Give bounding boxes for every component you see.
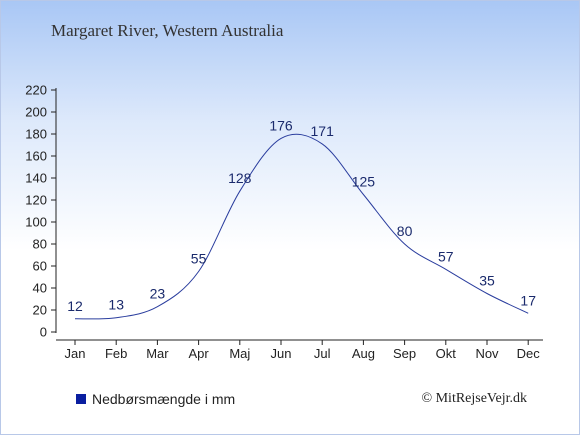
chart-title: Margaret River, Western Australia — [51, 21, 284, 40]
x-tick-label: Sep — [393, 346, 416, 361]
x-tick-label: Feb — [105, 346, 127, 361]
y-tick-label: 180 — [25, 127, 47, 142]
y-tick-label: 220 — [25, 83, 47, 98]
legend-swatch — [76, 394, 86, 404]
data-label: 13 — [108, 297, 124, 313]
y-tick-label: 20 — [33, 303, 47, 318]
y-tick-label: 100 — [25, 215, 47, 230]
y-tick-label: 60 — [33, 259, 47, 274]
data-label: 55 — [191, 251, 207, 267]
data-label: 176 — [269, 117, 293, 133]
x-tick-label: Jun — [271, 346, 292, 361]
x-tick-label: Dec — [517, 346, 541, 361]
data-label: 125 — [352, 174, 376, 190]
x-tick-label: Apr — [188, 346, 209, 361]
y-tick-label: 0 — [40, 325, 47, 340]
copyright-text: © MitRejseVejr.dk — [421, 391, 527, 406]
data-label: 57 — [438, 248, 454, 264]
x-tick-label: Jan — [65, 346, 86, 361]
data-label: 17 — [520, 292, 536, 308]
data-label: 128 — [228, 170, 252, 186]
x-tick-label: Aug — [352, 346, 375, 361]
x-tick-label: Nov — [475, 346, 499, 361]
data-label: 23 — [150, 286, 166, 302]
data-label: 35 — [479, 273, 495, 289]
y-tick-label: 120 — [25, 193, 47, 208]
data-label: 80 — [397, 223, 413, 239]
x-tick-label: Mar — [146, 346, 169, 361]
legend: Nedbørsmængde i mm — [76, 391, 235, 407]
data-label: 171 — [311, 123, 335, 139]
y-tick-label: 80 — [33, 237, 47, 252]
y-tick-label: 200 — [25, 105, 47, 120]
series-line — [74, 133, 529, 320]
y-tick-label: 140 — [25, 171, 47, 186]
legend-label: Nedbørsmængde i mm — [92, 391, 236, 407]
x-tick-label: Jul — [314, 346, 331, 361]
y-tick-label: 160 — [25, 149, 47, 164]
data-label: 12 — [67, 298, 83, 314]
x-tick-label: Maj — [229, 346, 250, 361]
x-tick-label: Okt — [436, 346, 457, 361]
y-tick-label: 40 — [33, 281, 47, 296]
